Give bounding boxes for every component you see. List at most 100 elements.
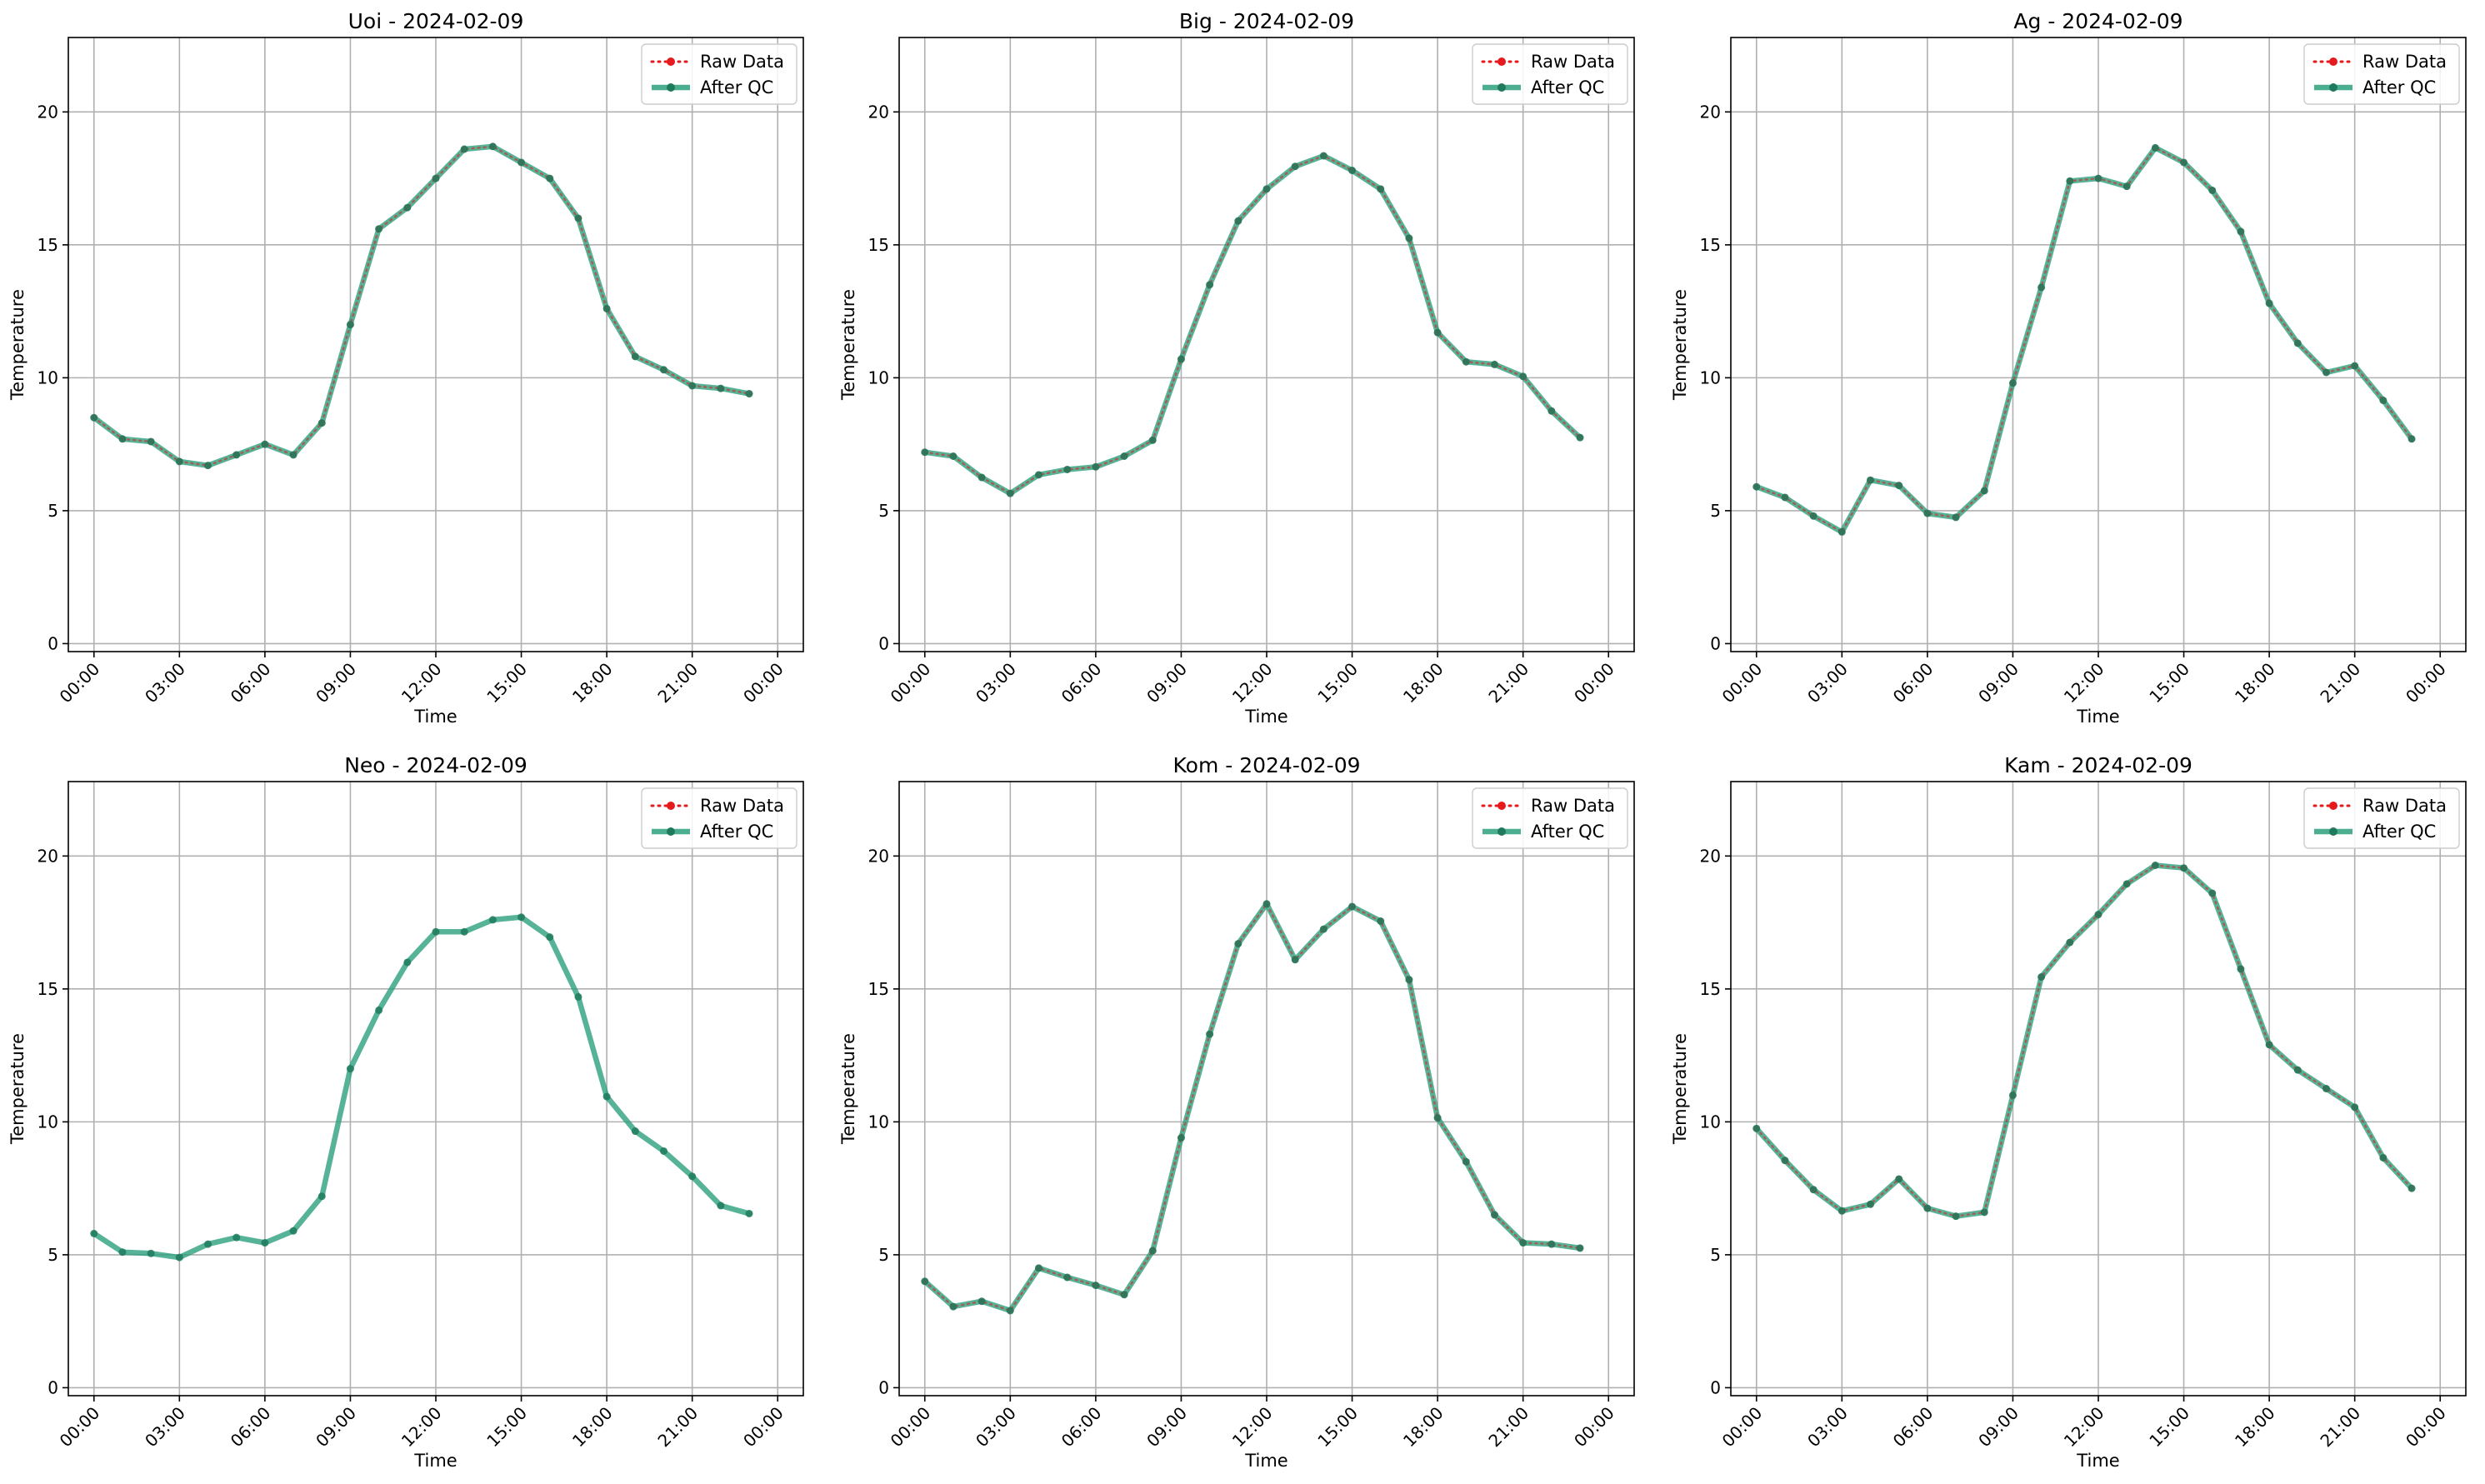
qc-point bbox=[978, 1297, 986, 1306]
qc-point bbox=[1148, 436, 1157, 444]
x-tick-label: 00:00 bbox=[1718, 1403, 1767, 1452]
qc-point bbox=[1867, 1200, 1875, 1208]
x-tick-label: 15:00 bbox=[2145, 659, 2193, 707]
qc-point bbox=[745, 1209, 753, 1217]
qc-point bbox=[1576, 433, 1584, 442]
y-axis-label: Temperature bbox=[8, 1033, 28, 1145]
x-tick-label: 18:00 bbox=[568, 659, 617, 707]
qc-point bbox=[1576, 1244, 1584, 1252]
qc-point bbox=[659, 366, 668, 374]
x-tick-label: 18:00 bbox=[2231, 659, 2279, 707]
qc-point bbox=[2122, 880, 2131, 888]
y-axis-label: Temperature bbox=[8, 289, 28, 401]
qc-point bbox=[1752, 1124, 1761, 1132]
x-tick-label: 18:00 bbox=[1399, 1403, 1448, 1452]
qc-point bbox=[1895, 1175, 1903, 1183]
qc-point bbox=[1490, 360, 1498, 368]
qc-point bbox=[1519, 1239, 1528, 1247]
qc-point bbox=[2038, 283, 2046, 292]
qc-point bbox=[1092, 462, 1100, 471]
legend-qc-label: After QC bbox=[700, 77, 773, 97]
y-tick-label: 15 bbox=[1700, 235, 1721, 255]
y-tick-label: 0 bbox=[878, 633, 889, 653]
qc-point bbox=[546, 933, 554, 942]
x-tick-label: 00:00 bbox=[739, 659, 788, 707]
qc-point bbox=[602, 1092, 611, 1101]
x-tick-label: 03:00 bbox=[972, 1403, 1020, 1452]
qc-point bbox=[346, 321, 354, 329]
y-tick-label: 15 bbox=[1700, 979, 1721, 999]
x-tick-label: 18:00 bbox=[2231, 1403, 2279, 1452]
qc-point bbox=[2265, 299, 2273, 307]
qc-point bbox=[432, 927, 440, 936]
qc-point bbox=[232, 1233, 241, 1242]
x-tick-label: 00:00 bbox=[739, 1403, 788, 1452]
qc-point bbox=[2237, 965, 2245, 973]
x-tick-label: 09:00 bbox=[1974, 1403, 2022, 1452]
qc-point bbox=[1291, 162, 1299, 171]
y-tick-label: 5 bbox=[1710, 501, 1721, 521]
subplot-title: Kom - 2024-02-09 bbox=[1173, 753, 1361, 777]
y-tick-label: 5 bbox=[48, 1245, 58, 1265]
x-tick-label: 03:00 bbox=[972, 659, 1020, 707]
legend-qc-marker bbox=[2329, 827, 2338, 836]
subplot-3: 0 5 10 15 20 00:00 03:00 06:00 09:00 12:00 15:00 18… bbox=[8, 753, 804, 1471]
qc-point bbox=[1319, 152, 1328, 160]
qc-point bbox=[574, 214, 582, 222]
legend: Raw Data After QC bbox=[641, 43, 798, 105]
qc-point bbox=[232, 451, 241, 459]
qc-point bbox=[518, 913, 526, 922]
qc-point bbox=[921, 1277, 929, 1286]
y-tick-label: 5 bbox=[878, 1245, 889, 1265]
qc-point bbox=[2351, 1103, 2359, 1112]
y-tick-label: 15 bbox=[868, 235, 889, 255]
series-line-after-qc bbox=[1753, 145, 2415, 535]
qc-point bbox=[1177, 1134, 1185, 1142]
qc-point bbox=[688, 382, 697, 390]
qc-point bbox=[574, 992, 582, 1001]
x-axis-label: Time bbox=[2076, 707, 2119, 727]
x-tick-label: 09:00 bbox=[1142, 659, 1191, 707]
x-tick-label: 00:00 bbox=[1570, 1403, 1618, 1452]
legend-raw-label: Raw Data bbox=[700, 52, 784, 72]
qc-point bbox=[1262, 900, 1271, 908]
x-tick-label: 09:00 bbox=[1974, 659, 2022, 707]
qc-point bbox=[631, 1127, 639, 1136]
qc-point bbox=[1063, 1273, 1072, 1282]
qc-point bbox=[1923, 1204, 1932, 1212]
qc-point bbox=[1006, 1307, 1014, 1315]
x-tick-label: 21:00 bbox=[653, 659, 702, 707]
y-tick-label: 15 bbox=[38, 235, 58, 255]
qc-point bbox=[1006, 489, 1014, 497]
x-axis-label: Time bbox=[1244, 707, 1288, 727]
qc-point bbox=[717, 1202, 725, 1210]
qc-point bbox=[1377, 185, 1385, 193]
y-tick-label: 0 bbox=[1710, 1377, 1721, 1397]
x-tick-label: 03:00 bbox=[1803, 1403, 1852, 1452]
qc-point bbox=[602, 304, 611, 312]
qc-point bbox=[1234, 940, 1242, 948]
qc-point bbox=[289, 1227, 298, 1235]
qc-point bbox=[1405, 234, 1413, 242]
qc-point bbox=[204, 462, 212, 470]
y-tick-label: 20 bbox=[1700, 846, 1721, 866]
qc-point bbox=[1148, 1247, 1157, 1255]
legend: Raw Data After QC bbox=[2303, 787, 2460, 849]
subplot-title: Ag - 2024-02-09 bbox=[2013, 9, 2182, 33]
qc-point bbox=[318, 1192, 326, 1201]
qc-point bbox=[403, 203, 412, 212]
y-axis-label: Temperature bbox=[1670, 1033, 1690, 1145]
legend-qc-marker bbox=[1498, 827, 1506, 836]
qc-point bbox=[289, 451, 298, 459]
qc-point bbox=[978, 473, 986, 482]
x-tick-label: 12:00 bbox=[1228, 1403, 1277, 1452]
series-line-after-qc bbox=[91, 914, 752, 1261]
y-tick-label: 10 bbox=[38, 367, 58, 387]
x-tick-label: 12:00 bbox=[2060, 659, 2108, 707]
qc-point bbox=[1980, 487, 1988, 495]
qc-point bbox=[1752, 482, 1761, 491]
qc-point bbox=[118, 1248, 127, 1257]
qc-point bbox=[688, 1172, 697, 1181]
qc-point bbox=[1377, 917, 1385, 925]
qc-point bbox=[204, 1240, 212, 1248]
